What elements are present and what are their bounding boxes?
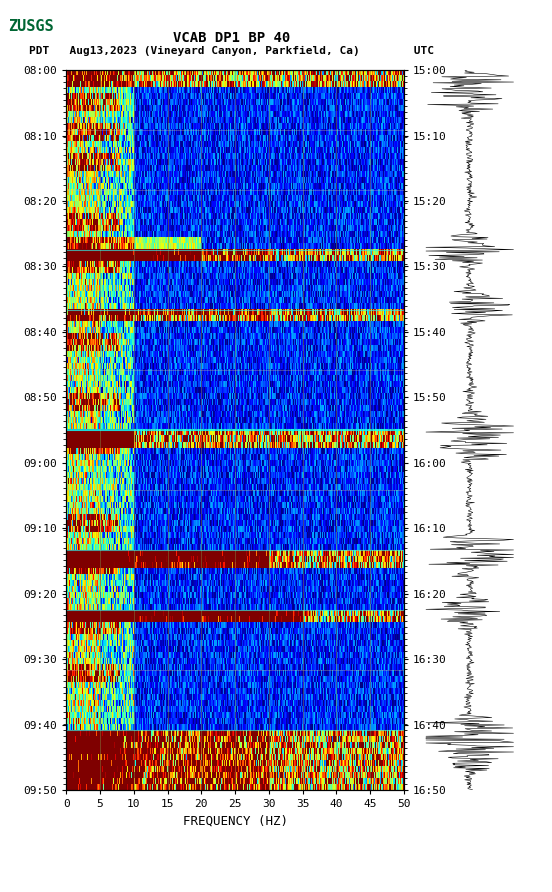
Text: VCAB DP1 BP 40: VCAB DP1 BP 40: [173, 31, 290, 45]
X-axis label: FREQUENCY (HZ): FREQUENCY (HZ): [183, 815, 288, 828]
Text: ZUSGS: ZUSGS: [8, 20, 54, 34]
Text: PDT   Aug13,2023 (Vineyard Canyon, Parkfield, Ca)        UTC: PDT Aug13,2023 (Vineyard Canyon, Parkfie…: [29, 46, 434, 56]
